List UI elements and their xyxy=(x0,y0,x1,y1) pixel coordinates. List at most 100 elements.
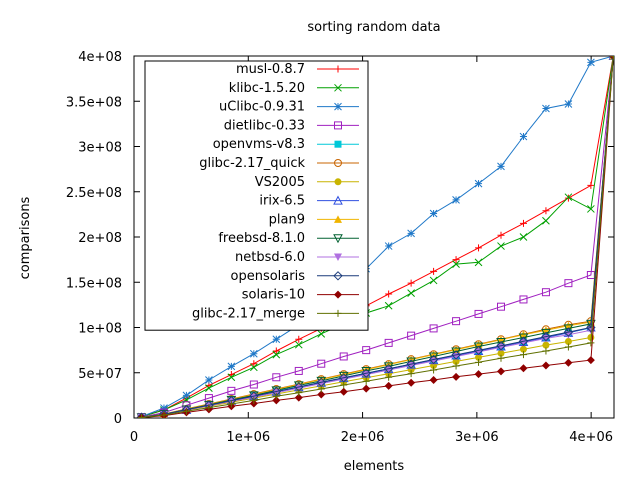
legend-entry: openvms-v8.3 xyxy=(213,137,359,152)
data-point xyxy=(518,336,529,346)
data-point xyxy=(272,396,281,405)
data-point xyxy=(249,349,258,358)
legend-label: musl-0.8.7 xyxy=(236,62,305,77)
legend-label: irix-6.5 xyxy=(259,194,305,209)
data-point xyxy=(384,301,393,310)
data-point xyxy=(205,404,213,412)
legend-entry: musl-0.8.7 xyxy=(236,62,359,77)
data-point xyxy=(317,390,326,399)
legend-label: dietlibc-0.33 xyxy=(224,118,305,133)
data-point xyxy=(407,378,416,387)
data-point xyxy=(473,342,484,352)
data-point xyxy=(160,411,168,418)
data-point xyxy=(451,350,461,360)
data-point xyxy=(137,413,145,418)
data-point xyxy=(429,276,438,285)
data-point xyxy=(564,343,572,351)
legend-label: netbsd-6.0 xyxy=(235,250,305,265)
data-point xyxy=(334,178,342,186)
data-point xyxy=(430,267,438,275)
y-tick-label: 0 xyxy=(114,412,122,427)
data-point xyxy=(564,193,573,202)
data-point xyxy=(428,354,439,365)
data-point xyxy=(541,361,550,370)
data-point xyxy=(564,358,573,367)
data-point xyxy=(295,389,303,397)
data-point xyxy=(474,179,483,188)
data-point xyxy=(428,352,439,362)
data-point xyxy=(451,347,461,357)
data-point xyxy=(361,368,371,378)
data-point xyxy=(272,392,280,400)
data-point xyxy=(160,404,168,412)
data-point xyxy=(542,104,550,113)
data-point xyxy=(334,309,342,317)
legend-label: glibc-2.17_merge xyxy=(192,306,305,321)
data-point xyxy=(384,381,393,390)
legend-entry: opensolaris xyxy=(231,269,359,284)
data-point xyxy=(496,341,506,351)
data-point xyxy=(272,347,280,355)
data-point xyxy=(362,384,371,393)
series-line xyxy=(141,56,614,418)
series-layer xyxy=(136,56,614,418)
series-line xyxy=(141,56,614,418)
data-point xyxy=(340,381,348,389)
data-point xyxy=(182,391,191,400)
data-point xyxy=(272,335,281,344)
legend-label: freebsd-8.1.0 xyxy=(218,231,305,246)
data-point xyxy=(586,319,596,329)
data-point xyxy=(227,386,236,395)
data-point xyxy=(136,412,147,418)
data-point xyxy=(497,302,506,311)
legend-entry: netbsd-6.0 xyxy=(235,250,359,265)
series-glibc-2.17_merge xyxy=(137,56,614,418)
data-point xyxy=(519,351,527,359)
data-point xyxy=(564,338,572,346)
data-point xyxy=(272,350,281,359)
legend-entry: plan9 xyxy=(269,212,359,227)
y-tick-label: 3e+08 xyxy=(78,141,122,156)
data-point xyxy=(609,56,614,60)
legend-entry: solaris-10 xyxy=(242,288,359,303)
data-point xyxy=(272,373,281,382)
data-point xyxy=(474,370,483,379)
data-point xyxy=(406,359,416,369)
data-point xyxy=(563,327,574,337)
legend-label: solaris-10 xyxy=(242,288,305,303)
data-point xyxy=(452,372,461,381)
legend-label: plan9 xyxy=(269,212,305,227)
data-point xyxy=(587,339,595,347)
x-tick-label: 4e+06 xyxy=(569,430,613,445)
data-point xyxy=(586,356,595,365)
data-point xyxy=(474,258,483,267)
data-point xyxy=(519,364,528,373)
data-point xyxy=(385,290,393,298)
data-point xyxy=(475,358,483,366)
data-point xyxy=(587,205,595,213)
data-point xyxy=(497,162,505,171)
data-point xyxy=(542,207,550,215)
legend-label: glibc-2.17_quick xyxy=(199,156,305,171)
y-tick-label: 2e+08 xyxy=(78,231,122,246)
data-point xyxy=(429,375,438,384)
data-point xyxy=(497,242,505,250)
data-point xyxy=(407,370,415,378)
legend: musl-0.8.7 klibc-1.5.20 uClibc-0.9.31 dietl… xyxy=(144,60,369,331)
legend-label: VS2005 xyxy=(255,175,305,190)
legend-box xyxy=(144,60,369,331)
data-point xyxy=(249,380,258,389)
legend-label: opensolaris xyxy=(231,269,306,284)
data-point xyxy=(518,333,529,343)
data-point xyxy=(541,326,550,334)
data-point xyxy=(333,234,343,244)
data-point xyxy=(452,256,460,264)
data-point xyxy=(334,65,342,73)
data-point xyxy=(227,362,236,371)
series-line xyxy=(141,56,614,418)
data-point xyxy=(249,363,258,372)
data-point xyxy=(473,345,484,356)
data-point xyxy=(227,373,236,382)
data-point xyxy=(334,102,342,111)
